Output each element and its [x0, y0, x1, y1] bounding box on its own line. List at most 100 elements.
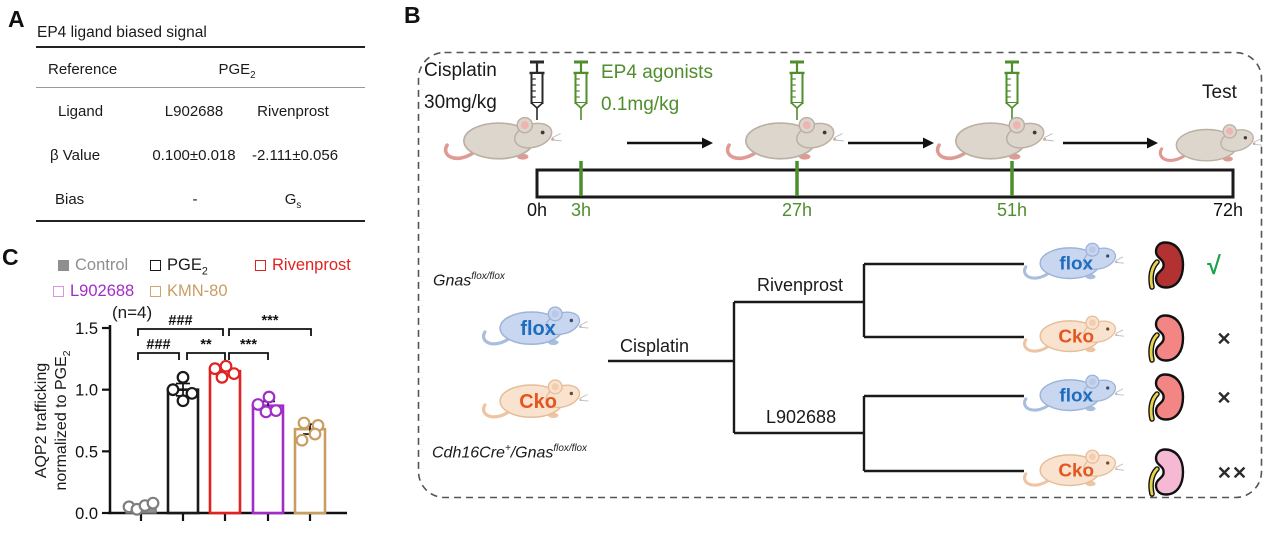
- y-axis-title-line1: AQP2 trafficking: [33, 362, 50, 479]
- panel-a-label: A: [8, 6, 25, 32]
- arrow-icon: [627, 137, 713, 149]
- legend-swatch: [255, 260, 266, 271]
- data-point: [208, 362, 222, 376]
- mouse-head: [796, 122, 835, 149]
- mouse-tail: [482, 330, 510, 346]
- data-point: [215, 370, 229, 384]
- mouse-genotype-label: flox: [520, 318, 555, 340]
- mouse-illustration: Cko: [1023, 449, 1124, 487]
- significance-label: **: [200, 337, 212, 353]
- branch-rivenprost-label: Rivenprost: [757, 275, 844, 295]
- mouse-tail: [1023, 472, 1049, 487]
- mouse-eye: [1243, 136, 1248, 140]
- legend-item-pge: PGE2: [150, 256, 208, 277]
- mouse-eye: [1032, 130, 1037, 135]
- mouse-inner-ear: [520, 121, 529, 130]
- table-title: EP4 ligand biased signal: [37, 24, 207, 41]
- mouse-front-foot: [1222, 156, 1233, 162]
- mouse-inner-ear: [1012, 121, 1021, 130]
- timeline-tick-label: 72h: [1212, 200, 1244, 220]
- y-axis-tick-label: 0.0: [75, 505, 98, 523]
- mouse-nose: [1114, 260, 1118, 264]
- kidney-ureter: [1149, 467, 1159, 496]
- mouse-nose: [1114, 392, 1118, 396]
- syringe-icon: [529, 60, 545, 120]
- kidney-icon: [1148, 314, 1185, 363]
- mouse-body: [1039, 320, 1101, 353]
- mouse-inner-ear: [551, 310, 559, 318]
- mouse-eye: [1106, 461, 1110, 465]
- mouse-whiskers: [1043, 133, 1054, 142]
- mouse-eye: [1106, 327, 1110, 331]
- mouse-illustration: flox: [482, 306, 589, 346]
- mouse-head: [514, 122, 553, 149]
- syringe-tip: [530, 102, 544, 110]
- kidney-icon: [1148, 241, 1185, 290]
- syringe-barrel: [530, 72, 544, 104]
- kidney-ureter-outline: [1148, 332, 1160, 363]
- significance-label: ###: [146, 337, 170, 353]
- bar-Rivenprost: [208, 369, 242, 515]
- table-ligand-label: Ligand: [58, 103, 104, 120]
- mouse-whiskers: [1115, 256, 1124, 264]
- timeline-tick-label: 27h: [781, 200, 813, 220]
- data-point: [308, 427, 322, 441]
- mouse-whiskers: [833, 133, 844, 142]
- data-point: [176, 370, 190, 384]
- branch-l902688-label: L902688: [766, 407, 837, 427]
- mouse-eye: [822, 130, 827, 135]
- mouse-head: [545, 311, 581, 336]
- mouse-illustration: [725, 116, 844, 161]
- mouse-head: [1083, 454, 1117, 477]
- mouse-inner-ear: [802, 121, 811, 130]
- mouse-illustration: [935, 116, 1054, 161]
- kidney-icon: [1148, 448, 1185, 497]
- syringe-tip: [574, 102, 588, 110]
- syringe-icon: [789, 60, 805, 120]
- data-point: [122, 500, 136, 514]
- test-label: Test: [1202, 82, 1237, 103]
- data-point: [176, 394, 190, 408]
- y-axis-tick-label: 1.0: [75, 382, 98, 400]
- legend-item-kmn-80: KMN-80: [150, 282, 228, 301]
- y-axis-title-line2: normalized to PGE2: [53, 350, 74, 491]
- mouse-nose: [1114, 467, 1118, 471]
- mouse-hind-foot: [1058, 480, 1069, 486]
- mouse-inner-ear: [1088, 246, 1096, 254]
- mouse-hind-foot: [1058, 346, 1069, 352]
- table-reference-value: PGE2: [218, 61, 256, 81]
- agonist-dose-line2: 0.1mg/kg: [601, 94, 680, 115]
- mouse-eye: [540, 130, 545, 135]
- significance-bracket: [186, 352, 226, 360]
- data-point: [262, 390, 276, 404]
- arrow-head: [702, 137, 713, 149]
- mouse-whiskers: [1115, 388, 1124, 396]
- mouse-nose: [1114, 333, 1118, 337]
- timeline-tick-label: 51h: [996, 200, 1028, 220]
- mouse-genotype-label: flox: [1059, 254, 1093, 275]
- mouse-body: [955, 122, 1027, 160]
- mouse-front-foot: [1085, 347, 1096, 353]
- mouse-genotype-label: Cko: [1058, 461, 1094, 482]
- syringe-barrel: [790, 72, 804, 104]
- significance-label: ***: [262, 313, 279, 329]
- mouse-tail: [1023, 265, 1049, 280]
- data-point: [311, 419, 325, 432]
- outcome-check-mark: √: [1207, 252, 1221, 280]
- mouse-body: [1039, 454, 1101, 487]
- table-rule-top: [36, 46, 365, 48]
- mouse-front-foot: [548, 339, 559, 346]
- mouse-hind-foot: [976, 152, 990, 159]
- mouse-front-foot: [1008, 153, 1021, 160]
- legend-swatch: [53, 286, 64, 297]
- mouse-ear: [1085, 449, 1100, 464]
- mouse-nose: [833, 137, 837, 141]
- data-point: [227, 367, 241, 381]
- mouse-tail: [1158, 147, 1186, 162]
- mouse-body: [1175, 128, 1238, 162]
- outcome-x-mark: ✕: [1216, 329, 1231, 349]
- data-point: [259, 405, 273, 419]
- cisplatin-dose-line1: Cisplatin: [424, 60, 497, 81]
- kidney-icon: [1148, 373, 1185, 422]
- table-ligand-col2: Rivenprost: [257, 103, 329, 120]
